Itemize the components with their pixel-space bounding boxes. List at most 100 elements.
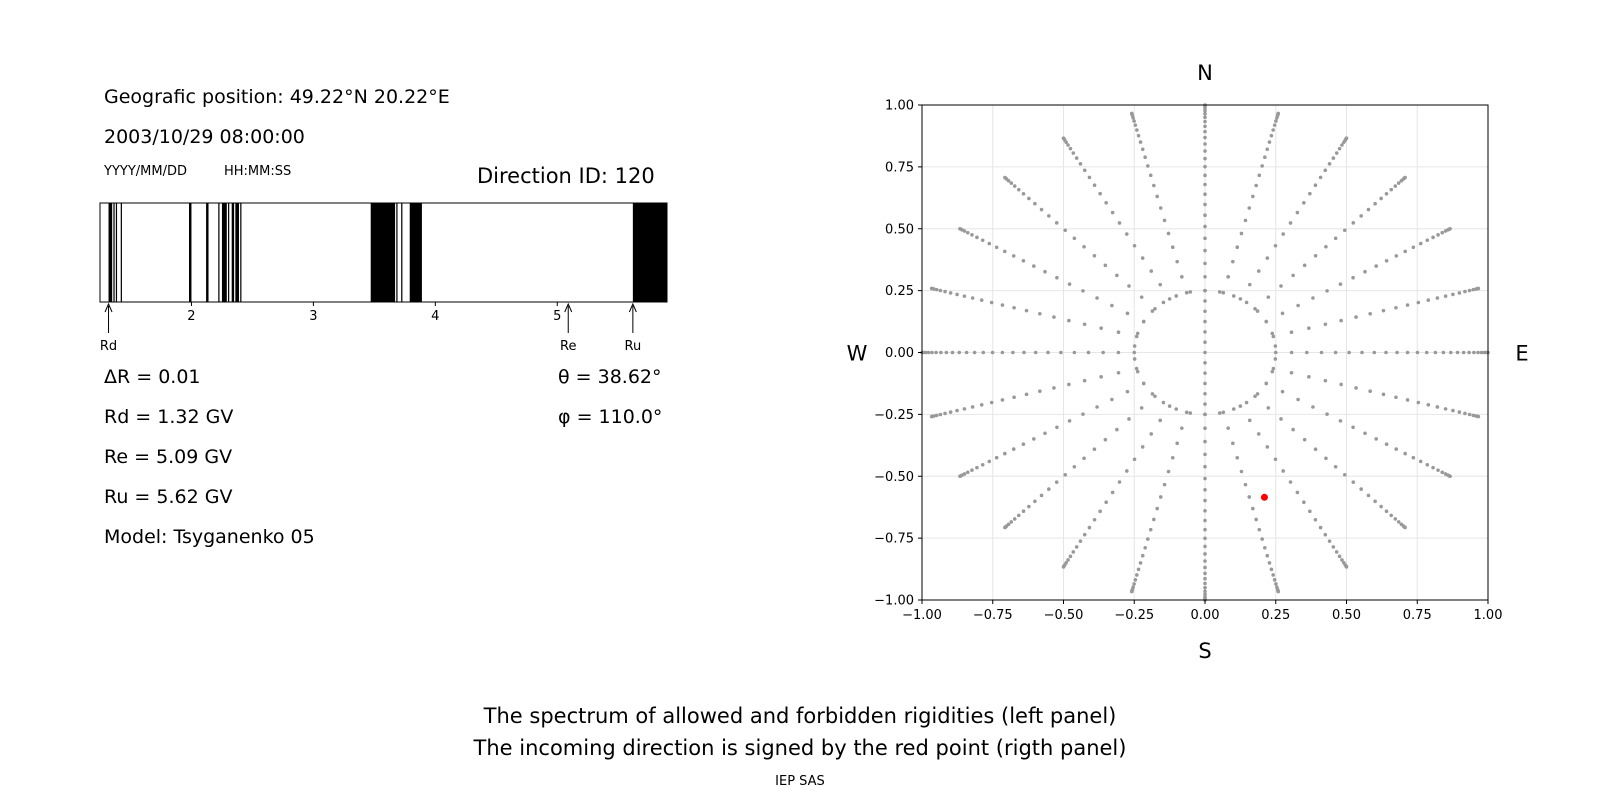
direction-point-17: [1203, 124, 1207, 129]
direction-point-105: [1418, 241, 1423, 246]
forbidden-band-0: [108, 203, 113, 302]
time-format-label: HH:MM:SS: [224, 164, 292, 179]
direction-point-509: [1098, 191, 1102, 196]
direction-point-168: [1368, 389, 1372, 394]
direction-point-549: [1203, 381, 1207, 386]
direction-point-113: [1448, 226, 1452, 231]
direction-point-220: [1384, 509, 1389, 514]
inner-ring-point-3: [1244, 300, 1249, 305]
direction-point-74: [1302, 263, 1307, 268]
direction-point-55: [1295, 210, 1300, 215]
x-tick-label-2: −0.50: [1044, 608, 1084, 623]
direction-point-537: [1135, 128, 1139, 132]
caption-line-1: The spectrum of allowed and forbidden ri…: [483, 704, 1117, 728]
inner-ring-point-26: [1150, 309, 1155, 313]
direction-point-389: [1082, 378, 1087, 383]
direction-point-504: [1132, 243, 1137, 248]
direction-point-286: [1203, 559, 1207, 563]
direction-point-411: [1086, 350, 1091, 355]
direction-point-217: [1366, 493, 1371, 498]
direction-point-333: [1078, 539, 1083, 543]
marker-label-rd: Rd: [100, 339, 117, 354]
direction-point-336: [1068, 554, 1073, 559]
direction-point-325: [1125, 469, 1129, 473]
direction-point-65: [1340, 143, 1344, 147]
direction-point-221: [1389, 513, 1394, 518]
direction-point-524: [1175, 259, 1179, 264]
direction-point-137: [1289, 350, 1294, 355]
direction-point-162: [1271, 366, 1276, 371]
direction-point-467: [1003, 249, 1007, 254]
direction-point-372: [1032, 437, 1036, 441]
direction-point-145: [1395, 350, 1399, 355]
forbidden-band-10: [235, 203, 240, 302]
direction-point-546: [1203, 330, 1207, 334]
direction-point-84: [1384, 191, 1389, 196]
direction-point-273: [1203, 426, 1207, 431]
direction-point-423: [957, 350, 962, 355]
direction-point-478: [1153, 306, 1157, 311]
inner-ring-point-10: [1264, 381, 1269, 386]
inner-ring-point-16: [1188, 411, 1193, 415]
model-name: Model: Tsyganenko 05: [104, 526, 315, 548]
direction-point-429: [926, 350, 931, 355]
direction-point-314: [1133, 578, 1138, 582]
direction-point-465: [1021, 259, 1026, 263]
direction-point-505: [1125, 232, 1129, 236]
direction-point-141: [1347, 350, 1351, 355]
direction-point-170: [1394, 395, 1398, 400]
direction-point-116: [1307, 326, 1311, 330]
direction-point-6: [1203, 213, 1207, 218]
direction-point-354: [1033, 499, 1037, 504]
forbidden-band-8: [228, 203, 230, 302]
direction-point-183: [1476, 414, 1481, 419]
direction-point-370: [1055, 425, 1059, 430]
direction-point-97: [1338, 282, 1343, 286]
direction-point-408: [1132, 350, 1137, 355]
direction-point-53: [1281, 232, 1285, 236]
direction-point-335: [1071, 550, 1076, 554]
direction-point-435: [1116, 330, 1121, 335]
direction-point-center: [1203, 350, 1207, 355]
direction-point-303: [1162, 482, 1167, 487]
direction-point-15: [1203, 135, 1207, 140]
direction-point-99: [1363, 269, 1367, 274]
direction-point-49: [1247, 282, 1252, 287]
direction-point-36: [1260, 164, 1264, 168]
direction-point-552: [1203, 299, 1207, 303]
direction-point-138: [1305, 350, 1309, 355]
direction-point-550: [1203, 309, 1207, 314]
direction-point-321: [1158, 418, 1163, 423]
direction-point-245: [1340, 558, 1344, 562]
direction-point-434: [1134, 334, 1139, 339]
direction-point-281: [1203, 518, 1207, 523]
direction-point-136: [1273, 350, 1278, 355]
direction-point-154: [1467, 350, 1471, 355]
x-tick-label-8: 1.00: [1474, 608, 1503, 623]
direction-point-347: [1092, 447, 1097, 452]
direction-point-374: [1011, 447, 1016, 451]
direction-point-275: [1203, 452, 1207, 457]
direction-point-152: [1455, 350, 1460, 355]
direction-point-506: [1117, 221, 1122, 225]
direction-point-240: [1323, 532, 1328, 537]
direction-point-302: [1166, 469, 1171, 474]
direction-point-176: [1451, 408, 1455, 413]
direction-point-107: [1431, 235, 1435, 240]
direction-point-31: [1243, 218, 1248, 223]
direction-point-12: [1203, 156, 1207, 161]
direction-point-174: [1435, 405, 1440, 409]
direction-point-307: [1148, 527, 1153, 532]
direction-point-165: [1323, 378, 1328, 383]
direction-point-260: [1260, 537, 1264, 541]
direction-point-379: [975, 465, 979, 470]
direction-point-484: [1082, 244, 1086, 249]
direction-point-258: [1254, 517, 1258, 522]
direction-point-193: [1384, 442, 1389, 446]
phi-value: φ = 110.0°: [558, 406, 663, 428]
direction-point-538: [1133, 123, 1138, 127]
direction-point-464: [1032, 264, 1036, 268]
inner-ring-point-15: [1203, 412, 1207, 417]
direction-point-367: [1095, 405, 1099, 409]
